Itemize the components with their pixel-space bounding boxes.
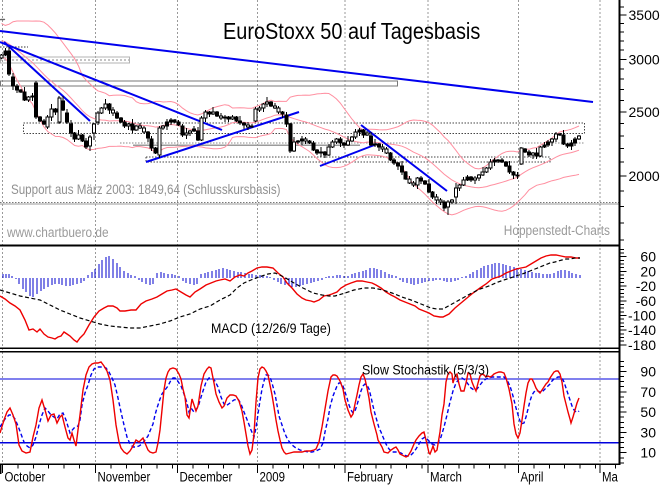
svg-text:-20: -20 [636,278,656,294]
svg-text:-180: -180 [628,337,656,353]
svg-text:2000: 2000 [629,168,660,184]
svg-text:10: 10 [640,445,656,461]
svg-text:-100: -100 [628,307,656,323]
svg-text:November: November [98,470,151,485]
svg-text:Support aus März 2003: 1849,64: Support aus März 2003: 1849,64 (Schlussk… [11,182,280,197]
svg-text:Ma: Ma [602,470,618,485]
svg-text:October: October [5,470,46,485]
svg-text:90: 90 [640,364,656,380]
svg-text:December: December [180,470,233,485]
svg-text:70: 70 [640,384,656,400]
svg-text:Hoppenstedt-Charts: Hoppenstedt-Charts [504,222,610,238]
svg-text:April: April [521,470,544,485]
svg-text:MACD (12/26/9 Tage): MACD (12/26/9 Tage) [211,321,331,337]
svg-text:2009: 2009 [260,470,286,485]
svg-text:-140: -140 [628,322,656,338]
svg-text:2500: 2500 [629,104,660,120]
svg-text:Slow Stochastik (5/3/3): Slow Stochastik (5/3/3) [362,362,489,378]
svg-text:-60: -60 [636,293,656,309]
svg-text:February: February [347,470,394,485]
svg-text:3000: 3000 [629,51,660,67]
svg-text:30: 30 [640,424,656,440]
svg-text:March: March [430,470,462,485]
svg-text:60: 60 [640,249,656,265]
svg-text:www.chartbuero.de: www.chartbuero.de [6,224,109,240]
svg-text:20: 20 [640,263,656,279]
svg-text:EuroStoxx 50 auf Tagesbasis: EuroStoxx 50 auf Tagesbasis [223,19,480,45]
svg-text:50: 50 [640,404,656,420]
svg-text:3500: 3500 [629,7,660,23]
